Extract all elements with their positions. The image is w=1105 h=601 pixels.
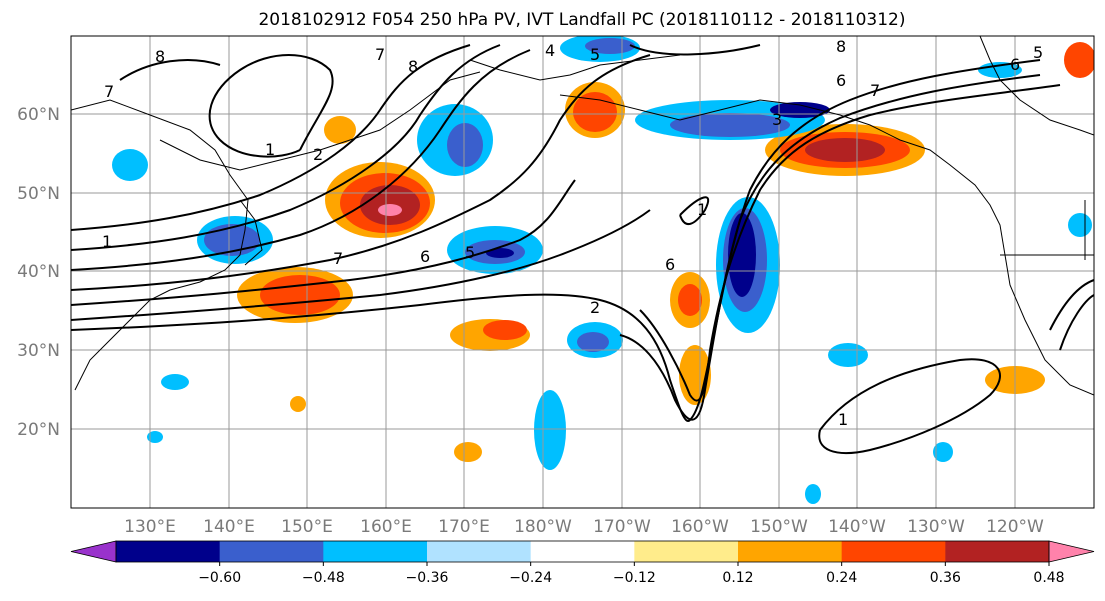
contour-label: 4 xyxy=(545,41,555,60)
colorbar-tick-label: −0.36 xyxy=(406,570,449,586)
contour-label: 8 xyxy=(155,47,165,66)
lon-label-160e: 160°E xyxy=(360,517,412,537)
contour-label: 7 xyxy=(333,249,343,268)
colorbar-tick-label: 0.36 xyxy=(930,570,961,586)
colorbar-segment xyxy=(427,541,532,562)
contour-label: 7 xyxy=(104,82,114,101)
colorbar-segment xyxy=(530,541,635,562)
colorbar-extend-low xyxy=(70,540,117,563)
contour-label: 8 xyxy=(836,37,846,56)
colorbar-tick-label: 0.12 xyxy=(722,570,753,586)
lon-label-120w: 120°W xyxy=(986,517,1044,537)
contour-label: 1 xyxy=(102,232,112,251)
contour-label: 8 xyxy=(408,57,418,76)
map-frame xyxy=(70,35,1095,509)
colorbar-segment xyxy=(634,541,739,562)
contour-label: 6 xyxy=(836,71,846,90)
colorbar-frame xyxy=(115,540,1050,563)
lon-label-130w: 130°W xyxy=(907,517,965,537)
colorbar-tick-label: 0.24 xyxy=(826,570,857,586)
colorbar-extend-high xyxy=(1048,540,1095,563)
lon-label-130e: 130°E xyxy=(124,517,176,537)
lat-label-30n: 30°N xyxy=(17,341,60,361)
contour-label: 7 xyxy=(870,81,880,100)
contour-label: 6 xyxy=(420,247,430,266)
colorbar-segment xyxy=(738,541,843,562)
lat-label-20n: 20°N xyxy=(17,420,60,440)
colorbar-tick-label: −0.60 xyxy=(198,570,241,586)
colorbar-segment xyxy=(219,541,324,562)
contour-label-group: 8 7 8 7 2 1 1 7 6 5 4 5 6 2 1 3 6 7 8 1 … xyxy=(102,37,1043,429)
colorbar-tick-label: −0.24 xyxy=(509,570,552,586)
colorbar-segment xyxy=(841,541,946,562)
latitude-labels: 60°N 50°N 40°N 30°N 20°N xyxy=(17,105,60,440)
contour-label: 7 xyxy=(375,45,385,64)
colorbar-segment xyxy=(323,541,428,562)
lon-label-140e: 140°E xyxy=(203,517,255,537)
lon-label-150w: 150°W xyxy=(750,517,808,537)
contour-label: 1 xyxy=(838,410,848,429)
colorbar-tick-label: −0.12 xyxy=(613,570,656,586)
figure-title: 2018102912 F054 250 hPa PV, IVT Landfall… xyxy=(258,10,905,30)
lon-label-170w: 170°W xyxy=(593,517,651,537)
contour-label: 6 xyxy=(1010,55,1020,74)
contour-label: 1 xyxy=(697,200,707,219)
contour-label: 5 xyxy=(1033,43,1043,62)
contour-label: 3 xyxy=(772,110,782,129)
colorbar-tick-label: −0.48 xyxy=(302,570,345,586)
coastlines xyxy=(71,36,1094,396)
contour-label: 6 xyxy=(665,255,675,274)
lat-label-50n: 50°N xyxy=(17,184,60,204)
colorbar-tick-label: 0.48 xyxy=(1033,570,1064,586)
contour-label: 2 xyxy=(590,298,600,317)
longitude-labels: 130°E 140°E 150°E 160°E 170°E 180°W 170°… xyxy=(124,517,1044,537)
lon-label-160w: 160°W xyxy=(671,517,729,537)
contour-label: 2 xyxy=(313,145,323,164)
lon-label-170e: 170°E xyxy=(438,517,490,537)
colorbar-segment xyxy=(945,541,1050,562)
contour-label: 1 xyxy=(265,140,275,159)
lat-label-40n: 40°N xyxy=(17,262,60,282)
colorbar: −0.60 −0.48 −0.36 −0.24 −0.12 0.12 0.24 0.36 0.4… xyxy=(70,540,1095,586)
colorbar-segment xyxy=(116,541,221,562)
lon-label-150e: 150°E xyxy=(281,517,333,537)
contour-label: 5 xyxy=(590,45,600,64)
lon-label-140w: 140°W xyxy=(828,517,886,537)
graticule xyxy=(71,36,1094,508)
lon-label-180w: 180°W xyxy=(514,517,572,537)
map-panel: 8 7 8 7 2 1 1 7 6 5 4 5 6 2 1 3 6 7 8 1 … xyxy=(70,35,1095,509)
contour-lines xyxy=(71,44,1094,455)
contour-label: 5 xyxy=(465,243,475,262)
lat-label-60n: 60°N xyxy=(17,105,60,125)
